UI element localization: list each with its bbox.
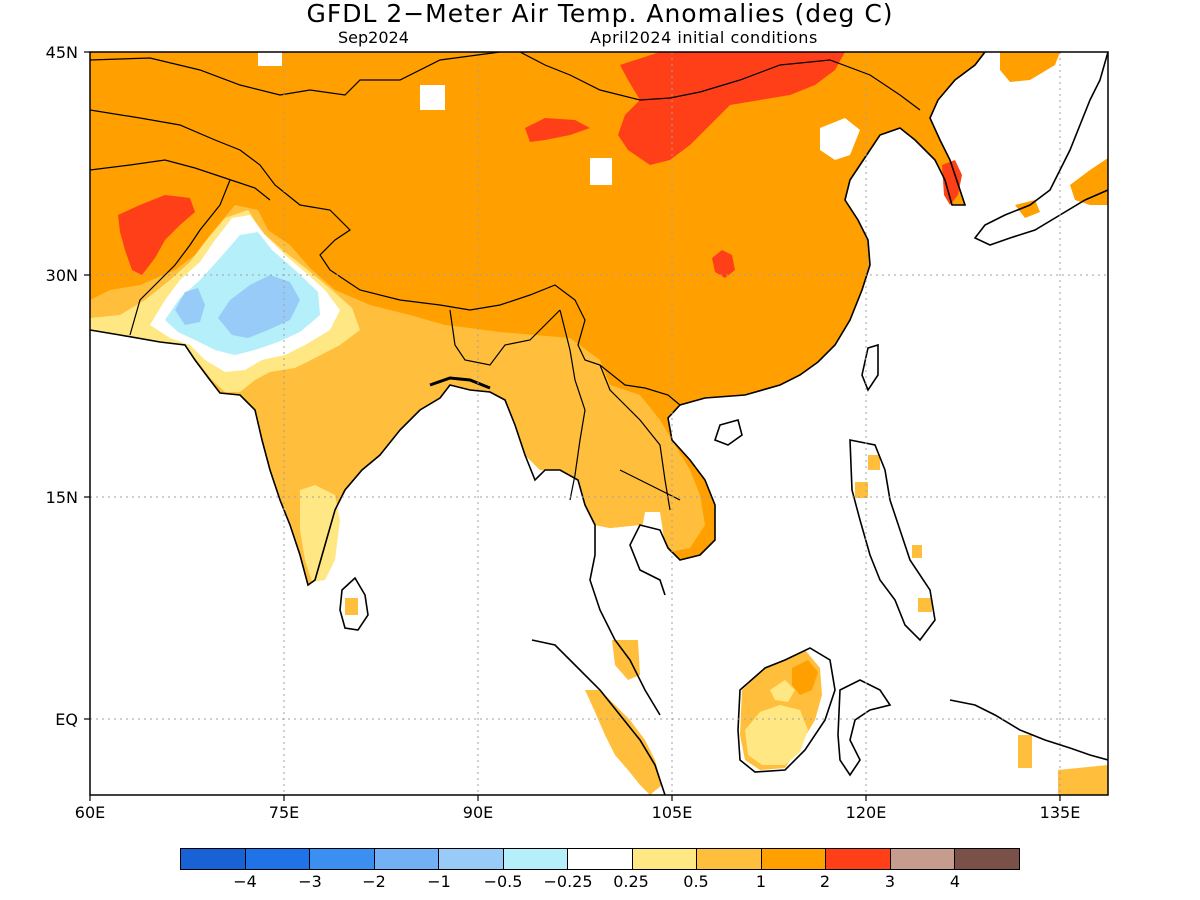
map-fields	[90, 52, 1108, 795]
anomaly-region-red-china-center	[712, 250, 735, 278]
lon-label-105e: 105E	[651, 803, 693, 822]
colorbar-label: −1	[427, 872, 451, 891]
colorbar-segment	[439, 849, 504, 869]
anomaly-region-yellow-south	[300, 485, 340, 582]
colorbar-segment	[826, 849, 891, 869]
colorbar-segment	[761, 849, 827, 869]
anomaly-hole-4	[820, 118, 860, 160]
borders	[90, 52, 921, 511]
colorbar-label: 4	[949, 872, 961, 891]
colorbar-segment	[181, 849, 246, 869]
initial-conditions: April2024 initial conditions	[590, 28, 818, 47]
colorbar-label: 3	[884, 872, 896, 891]
colorbar-segment	[890, 849, 956, 869]
colorbar-segment	[955, 849, 1019, 869]
anomaly-region-borneo-yellow	[745, 680, 808, 765]
anomaly-hole-cambodia	[640, 512, 665, 555]
colorbar	[180, 848, 1020, 870]
lon-label-60e: 60E	[74, 803, 106, 822]
colorbar-label: 1	[755, 872, 767, 891]
anomaly-region-philippines	[855, 455, 932, 612]
colorbar-segment	[632, 849, 698, 869]
colorbar-label: 2	[819, 872, 831, 891]
anomaly-hole-2	[590, 158, 612, 185]
axis-ticks	[84, 51, 1061, 801]
plot-frame	[89, 51, 1109, 796]
anomaly-region-sumatra	[585, 640, 662, 795]
anomaly-hole-3	[258, 52, 282, 66]
colorbar-segment	[697, 849, 762, 869]
colorbar-label: −3	[298, 872, 322, 891]
anomaly-region-red-korea	[942, 160, 962, 205]
anomaly-region-borneo-orange	[792, 660, 818, 695]
lat-label-30n: 30N	[45, 266, 78, 285]
anomaly-region-red-mongolia	[618, 52, 845, 165]
colorbar-segment	[568, 849, 633, 869]
anomaly-region-red-china-west	[525, 118, 590, 142]
colorbar-segment	[503, 849, 569, 869]
lat-label-eq: EQ	[55, 710, 78, 729]
anomaly-region-red-afghanistan	[118, 195, 195, 275]
lat-label-45n: 45N	[45, 43, 78, 62]
colorbar-segment	[245, 849, 311, 869]
anomaly-region-new-guinea	[1018, 735, 1108, 795]
lon-label-120e: 120E	[845, 803, 887, 822]
gridlines	[90, 52, 1108, 795]
forecast-month: Sep2024	[338, 28, 409, 47]
colorbar-label: −0.25	[543, 872, 593, 891]
anomaly-hole-1	[420, 85, 445, 110]
lon-label-135e: 135E	[1039, 803, 1081, 822]
anomaly-region-srilanka	[345, 598, 358, 615]
colorbar-label: −4	[233, 872, 257, 891]
colorbar-segment	[310, 849, 375, 869]
coastlines	[90, 52, 1108, 795]
anomaly-region-japan	[1000, 52, 1108, 218]
colorbar-label: −0.5	[483, 872, 523, 891]
colorbar-label: 0.25	[613, 872, 649, 891]
colorbar-segment	[374, 849, 440, 869]
colorbar-label: 0.5	[683, 872, 709, 891]
map-title: GFDL 2−Meter Air Temp. Anomalies (deg C)	[306, 0, 894, 28]
lon-label-75e: 75E	[268, 803, 300, 822]
lon-label-90e: 90E	[462, 803, 494, 822]
anomaly-region-blue	[175, 275, 300, 338]
lat-label-15n: 15N	[45, 488, 78, 507]
colorbar-label: −2	[362, 872, 386, 891]
